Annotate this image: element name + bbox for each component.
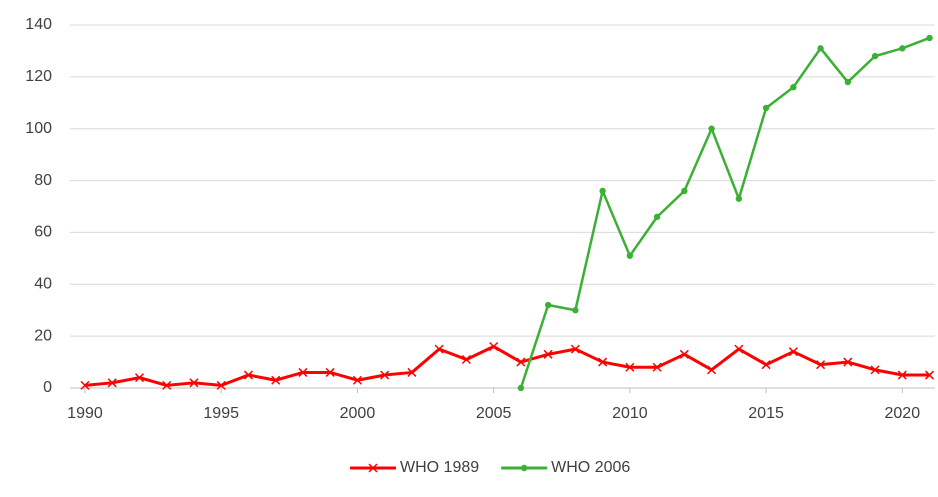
marker <box>243 370 253 380</box>
marker <box>790 84 797 91</box>
marker <box>517 384 525 392</box>
y-tick-label: 60 <box>34 224 52 241</box>
marker <box>625 362 635 372</box>
marker <box>352 375 362 385</box>
legend-item: WHO 1989 <box>350 459 479 476</box>
y-tick-label: 0 <box>43 379 52 396</box>
marker <box>897 370 907 380</box>
x-tick-label: 2000 <box>340 405 376 422</box>
marker <box>189 378 199 388</box>
y-tick-label: 140 <box>25 16 52 33</box>
marker <box>681 187 688 195</box>
marker <box>543 349 553 359</box>
marker <box>926 34 933 42</box>
marker <box>434 344 444 354</box>
series-line <box>519 36 930 389</box>
marker <box>708 125 715 132</box>
marker <box>816 360 826 370</box>
marker <box>572 307 579 314</box>
legend-label: WHO 1989 <box>400 459 479 476</box>
marker <box>844 78 852 86</box>
x-tick-label: 1990 <box>67 405 103 422</box>
marker <box>761 360 771 370</box>
marker <box>325 367 335 377</box>
marker <box>652 362 662 372</box>
marker <box>843 357 853 367</box>
marker <box>679 349 689 359</box>
marker <box>707 365 717 375</box>
x-tick-label: 2005 <box>476 405 512 422</box>
legend-label: WHO 2006 <box>551 459 630 476</box>
x-tick-label: 2010 <box>612 405 648 422</box>
x-tick-label: 2020 <box>885 405 921 422</box>
marker <box>380 370 390 380</box>
marker <box>216 380 226 390</box>
marker <box>925 370 935 380</box>
marker <box>544 301 552 309</box>
marker <box>817 45 824 52</box>
y-tick-label: 100 <box>25 120 52 137</box>
x-tick-label: 1995 <box>203 405 239 422</box>
x-tick-label: 2015 <box>748 405 784 422</box>
y-tick-label: 40 <box>34 276 52 293</box>
y-tick-label: 80 <box>34 172 52 189</box>
series-line <box>84 345 930 387</box>
marker <box>734 344 744 354</box>
marker <box>134 373 145 383</box>
marker <box>599 187 606 195</box>
marker <box>516 357 526 367</box>
marker <box>871 52 879 60</box>
y-tick-label: 20 <box>34 327 52 344</box>
marker <box>489 341 499 352</box>
marker <box>788 347 798 357</box>
marker <box>870 365 880 375</box>
marker <box>107 378 117 388</box>
legend-item: WHO 2006 <box>501 459 630 476</box>
marker <box>461 354 471 365</box>
marker <box>520 464 528 472</box>
marker <box>598 357 608 367</box>
marker <box>626 252 634 259</box>
marker <box>271 375 281 385</box>
marker <box>80 380 90 390</box>
marker <box>570 344 580 354</box>
marker <box>368 463 378 473</box>
marker <box>762 104 770 112</box>
y-tick-label: 120 <box>25 68 52 85</box>
marker <box>735 195 743 202</box>
marker <box>899 45 906 52</box>
marker <box>298 367 308 377</box>
marker <box>653 213 661 221</box>
marker <box>162 380 172 390</box>
marker <box>407 367 417 377</box>
